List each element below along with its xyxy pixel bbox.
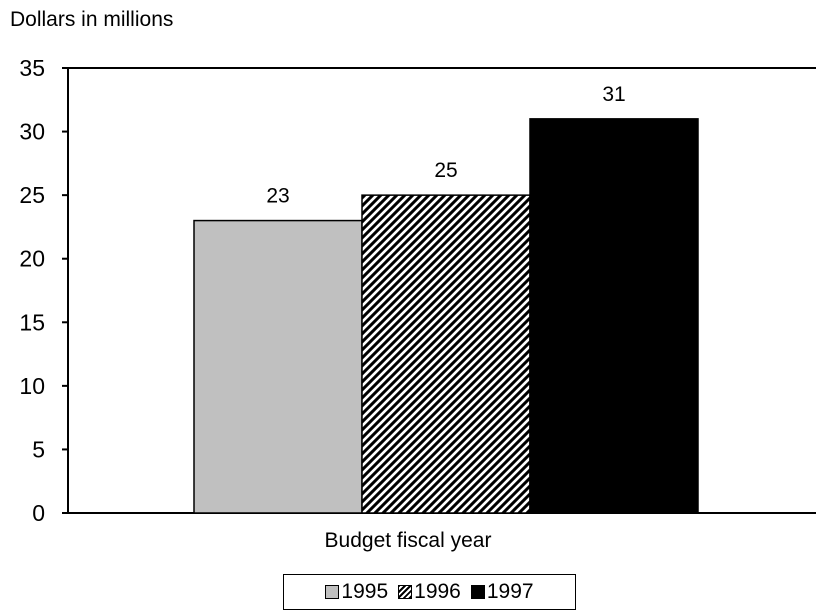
y-tick-label: 20 <box>19 246 45 272</box>
data-labels-group: 23 25 31 <box>266 83 625 208</box>
legend: 1995 1996 1997 <box>283 574 576 610</box>
y-axis-title: Dollars in millions <box>10 8 174 31</box>
data-label-1997: 31 <box>602 83 625 106</box>
legend-item-1996: 1996 <box>398 580 461 604</box>
data-label-1996: 25 <box>434 159 457 182</box>
y-tick-label: 15 <box>19 309 45 335</box>
bars-group <box>193 118 699 514</box>
y-tick-label: 30 <box>19 119 45 145</box>
legend-swatch-1996 <box>398 585 413 599</box>
bar-1997 <box>529 118 699 514</box>
y-tick-label: 5 <box>32 436 45 462</box>
y-tick-label: 0 <box>32 500 45 526</box>
legend-label-1995: 1995 <box>341 580 389 603</box>
y-tick-label: 25 <box>19 182 45 208</box>
legend-item-1997: 1997 <box>470 580 534 604</box>
y-tick-label: 35 <box>19 55 45 81</box>
data-label-1995: 23 <box>266 185 289 208</box>
legend-swatch-1997 <box>470 585 485 599</box>
legend-label-1997: 1997 <box>486 580 534 603</box>
legend-swatch-1995 <box>325 585 340 599</box>
bar-1995 <box>193 219 363 514</box>
bar-1996 <box>361 194 531 514</box>
y-tick-label: 10 <box>19 373 45 399</box>
legend-item-1995: 1995 <box>325 580 388 604</box>
legend-label-1996: 1996 <box>414 580 461 603</box>
x-axis-title: Budget fiscal year <box>324 529 492 552</box>
